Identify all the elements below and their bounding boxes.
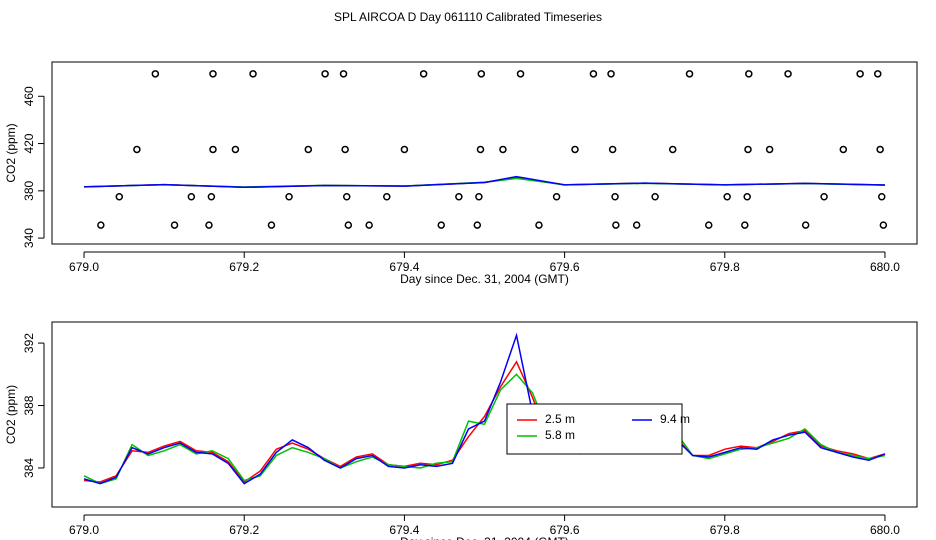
data-point (115, 192, 124, 201)
data-point (668, 145, 677, 154)
x-tick-label: 679.2 (229, 260, 259, 274)
x-tick-label: 679.6 (550, 523, 580, 537)
y-axis-label: CO2 (ppm) (4, 385, 18, 444)
x-tick-label: 680.0 (870, 523, 900, 537)
data-point (437, 221, 445, 229)
data-point (344, 221, 353, 229)
data-point (209, 145, 217, 154)
series-line (83, 175, 886, 189)
data-point (820, 192, 828, 201)
x-tick-label: 679.8 (710, 523, 740, 537)
data-point (801, 221, 810, 229)
data-point (455, 192, 463, 201)
data-point (723, 192, 731, 201)
data-point (607, 70, 615, 78)
y-tick-label: 460 (22, 86, 36, 106)
y-tick-label: 392 (22, 333, 36, 353)
data-point (499, 145, 507, 154)
x-axis-label: Day since Dec. 31, 2004 (GMT) (400, 535, 569, 540)
legend-label: 2.5 m (545, 412, 575, 426)
y-tick-label: 340 (22, 228, 36, 248)
data-point (205, 221, 213, 229)
data-point (571, 145, 579, 154)
data-point (743, 192, 751, 201)
data-point (552, 192, 561, 201)
data-point (419, 70, 428, 78)
data-point (231, 145, 240, 154)
data-point (285, 192, 293, 201)
series-line (83, 332, 886, 485)
data-point (97, 221, 105, 229)
legend-label: 9.4 m (660, 412, 690, 426)
data-point (476, 145, 485, 154)
data-point (133, 145, 141, 154)
x-tick-label: 679.6 (550, 260, 580, 274)
data-point (705, 221, 713, 229)
data-point (304, 145, 313, 154)
data-point (321, 70, 329, 78)
data-point (839, 145, 848, 154)
data-point (589, 70, 598, 78)
data-point (608, 145, 617, 154)
data-point (342, 192, 351, 201)
data-point (516, 70, 525, 78)
data-point (874, 70, 882, 78)
data-point (744, 145, 752, 154)
data-point (876, 145, 884, 154)
data-point (267, 221, 276, 229)
y-tick-label: 380 (22, 180, 36, 200)
data-point (170, 221, 179, 229)
data-point (535, 221, 543, 229)
legend-label: 5.8 m (545, 428, 575, 442)
y-tick-label: 384 (22, 458, 36, 478)
plot-box (51, 61, 918, 245)
data-point (341, 145, 349, 154)
y-tick-label: 388 (22, 395, 36, 415)
data-point (685, 70, 694, 78)
data-point (784, 70, 792, 78)
data-point (151, 70, 160, 78)
x-tick-label: 679.2 (229, 523, 259, 537)
plot-box (51, 321, 918, 508)
x-axis-label: Day since Dec. 31, 2004 (GMT) (400, 272, 569, 286)
page-title: SPL AIRCOA D Day 061110 Calibrated Times… (334, 10, 602, 24)
data-point (383, 192, 391, 201)
data-point (745, 70, 753, 78)
data-point (400, 145, 409, 154)
x-tick-label: 679.0 (69, 523, 99, 537)
data-point (339, 70, 348, 78)
x-tick-label: 679.8 (710, 260, 740, 274)
data-point (878, 192, 886, 201)
x-tick-label: 679.4 (389, 523, 419, 537)
data-point (249, 70, 257, 78)
legend-box (506, 403, 683, 455)
data-point (651, 192, 659, 201)
data-point (477, 70, 486, 78)
data-point (365, 221, 373, 229)
data-point (187, 192, 196, 201)
x-tick-label: 679.0 (69, 260, 99, 274)
data-point (612, 221, 620, 229)
data-point (879, 221, 888, 229)
x-tick-label: 679.4 (389, 260, 419, 274)
data-point (632, 221, 641, 229)
data-point (207, 192, 216, 201)
series-line (83, 360, 886, 484)
data-point (475, 192, 483, 201)
x-tick-label: 680.0 (870, 260, 900, 274)
data-point (473, 221, 482, 229)
data-point (741, 221, 749, 229)
data-point (765, 145, 774, 154)
data-point (611, 192, 619, 201)
y-tick-label: 420 (22, 133, 36, 153)
y-axis-label: CO2 (ppm) (4, 123, 18, 182)
data-point (209, 70, 217, 78)
data-point (856, 70, 864, 78)
